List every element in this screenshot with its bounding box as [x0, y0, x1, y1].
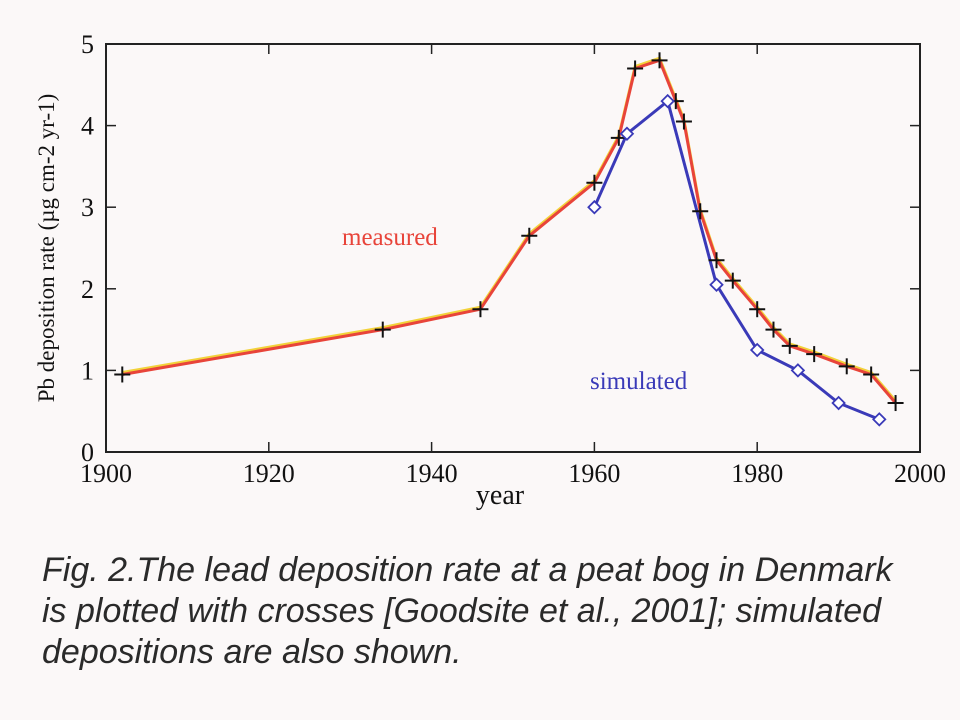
data-point-measured: [114, 366, 131, 383]
data-point-measured: [749, 301, 766, 318]
data-point-simulated: [587, 199, 602, 215]
data-point-simulated: [790, 363, 806, 378]
data-point-simulated: [749, 342, 765, 358]
data-point-measured: [838, 358, 855, 375]
data-point-measured: [806, 346, 823, 363]
data-point-measured: [692, 203, 709, 220]
data-point-measured: [781, 337, 798, 354]
data-point-measured: [627, 60, 644, 77]
series-line-measured: [122, 58, 897, 404]
y-tick-label: 5: [81, 30, 94, 59]
x-tick-label: 1920: [243, 459, 295, 488]
x-tick-label: 1900: [80, 459, 132, 488]
data-point-simulated: [709, 277, 724, 292]
data-point-simulated: [872, 412, 887, 427]
markers-layer: [114, 52, 904, 427]
y-axis-label: Pb deposition rate (µg cm-2 yr-1): [34, 94, 59, 403]
y-tick-label: 3: [81, 193, 94, 222]
data-point-simulated: [619, 126, 635, 142]
annotation-measured: measured: [342, 224, 438, 251]
series-layer: [122, 56, 897, 421]
annotation-simulated: simulated: [590, 368, 688, 395]
data-point-measured: [472, 301, 489, 318]
data-point-measured: [374, 321, 391, 338]
x-tick-label: 1960: [568, 459, 620, 488]
series-line-simulated: [593, 98, 880, 421]
data-point-measured: [651, 52, 668, 69]
data-point-measured: [724, 272, 741, 289]
y-tick-label: 0: [81, 438, 94, 467]
figure-caption: Fig. 2.The lead deposition rate at a pea…: [42, 551, 893, 671]
data-point-measured: [521, 227, 538, 244]
data-point-simulated: [831, 395, 846, 411]
plot-frame: [105, 43, 921, 453]
data-point-simulated: [660, 93, 675, 109]
x-tick-label: 2000: [894, 459, 946, 488]
axis-ticks: 1900 1920 1940 1960 1980 2000 0 1 2 3 4 5: [80, 30, 946, 488]
data-point-measured: [708, 252, 725, 269]
x-tick-label: 1980: [731, 459, 783, 488]
data-point-measured: [675, 113, 692, 130]
data-point-measured: [765, 321, 782, 338]
y-tick-label: 4: [81, 112, 94, 141]
x-axis-label: year: [476, 480, 525, 511]
series-line-shadow-measured: [122, 56, 897, 402]
data-point-measured: [863, 366, 880, 383]
y-tick-label: 2: [81, 275, 94, 304]
y-tick-label: 1: [81, 356, 94, 385]
data-point-measured: [586, 174, 603, 191]
x-tick-label: 1940: [406, 459, 458, 488]
data-point-measured: [887, 395, 904, 412]
